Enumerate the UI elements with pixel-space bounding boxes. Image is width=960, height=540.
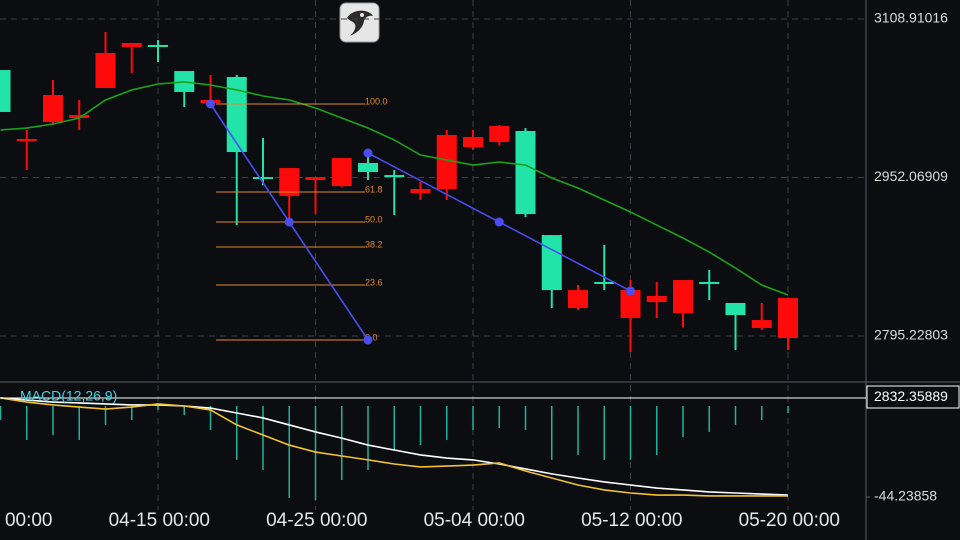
moving-average <box>0 81 789 296</box>
candle-body <box>515 130 536 215</box>
x-tick-label: 05-20 00:00 <box>739 510 840 531</box>
candle-body <box>279 168 300 196</box>
macd-histogram-bar <box>472 405 474 431</box>
macd-histogram-bar <box>787 405 789 413</box>
macd-dea-line <box>0 397 789 496</box>
macd-histogram-bar <box>341 405 343 481</box>
fib-label: 100.0 <box>365 96 388 106</box>
macd-histogram-bar <box>78 405 80 440</box>
macd-label: MACD(12,26,9) <box>20 388 117 404</box>
candle-body <box>43 95 63 122</box>
candle-body <box>463 137 483 148</box>
macd-histogram-bar <box>734 405 737 425</box>
fib-label: 50.0 <box>365 214 383 224</box>
macd-histogram-bar <box>551 405 553 460</box>
grid <box>0 0 866 510</box>
macd-histogram-bar <box>314 405 317 501</box>
candle-body <box>594 281 615 284</box>
macd-panel <box>0 397 789 501</box>
macd-histogram-bar <box>236 405 238 460</box>
candle-body <box>541 235 562 291</box>
candle-body <box>436 135 457 189</box>
candle-body <box>751 320 772 329</box>
candle-body <box>305 177 326 180</box>
macd-histogram-bar <box>209 405 212 431</box>
macd-histogram-bar <box>262 405 264 470</box>
macd-histogram-bar <box>26 405 28 440</box>
candle-body <box>69 115 90 119</box>
x-tick-label: 04-15 00:00 <box>109 510 210 531</box>
candle-body <box>489 126 510 142</box>
candle-body <box>0 70 11 112</box>
fib-label: 61.8 <box>365 184 383 194</box>
x-tick-label: 05-12 00:00 <box>581 510 682 531</box>
candle-body <box>646 296 667 303</box>
x-tick-label: 04-25 00:00 <box>266 510 367 531</box>
trend-point <box>363 335 373 345</box>
macd-histogram-bar <box>52 405 54 436</box>
macd-histogram-bar <box>419 405 422 446</box>
axes: 2795.22803 2952.06909 3108.91016 -44.23858 0… <box>5 10 948 531</box>
logo-eye <box>360 13 364 17</box>
trend-point <box>626 286 635 296</box>
y-tick-label: 2795.22803 <box>874 327 948 343</box>
macd-histogram-bar <box>498 405 500 429</box>
last-price-box <box>866 385 960 409</box>
app-logo <box>339 2 380 43</box>
macd-histogram-bar <box>682 405 684 438</box>
macd-histogram-bar <box>603 405 605 460</box>
candle-body <box>95 52 116 89</box>
macd-histogram-bar <box>104 405 107 425</box>
candle-body <box>620 290 641 319</box>
candle-body <box>699 281 720 284</box>
macd-histogram-bar <box>708 405 710 432</box>
macd-histogram-bar <box>183 405 185 416</box>
candle-body <box>410 188 431 194</box>
macd-histogram-bar <box>393 405 395 451</box>
macd-histogram-bar <box>761 405 763 420</box>
y-tick-label: 3108.91016 <box>874 10 948 26</box>
macd-histogram-bar <box>629 405 632 460</box>
candle-body <box>673 280 693 314</box>
macd-dif-line <box>0 397 788 497</box>
fib-label: 38.2 <box>365 239 383 249</box>
macd-histogram-bar <box>0 405 2 420</box>
macd-histogram-bar <box>367 405 369 470</box>
trend-point <box>494 217 504 227</box>
macd-histogram-bar <box>446 405 448 440</box>
candle-body <box>725 302 746 316</box>
fib-label: 23.6 <box>365 277 383 287</box>
y-tick-label: -44.23858 <box>874 488 937 504</box>
candle-body <box>358 163 378 173</box>
logo-mark <box>347 10 373 36</box>
candle-body <box>16 138 37 141</box>
x-tick-label: 05-04 00:00 <box>424 510 525 531</box>
candle-body <box>226 77 247 153</box>
y-tick-label: 2952.06909 <box>874 168 948 184</box>
candle-body <box>568 290 588 309</box>
candle-body <box>384 175 405 178</box>
macd-histogram-bar <box>288 405 290 498</box>
macd-histogram-bar <box>656 405 658 455</box>
plot: 100.061.850.038.223.60.0 <box>0 32 798 352</box>
macd-histogram-bar <box>131 405 133 420</box>
trend-point <box>363 148 373 158</box>
candle-body <box>253 177 273 180</box>
candle-body <box>121 42 142 48</box>
trend-point <box>206 99 215 109</box>
macd-histogram-bar <box>577 405 579 455</box>
macd-histogram-bar <box>524 405 527 431</box>
trend-point <box>284 217 294 227</box>
x-tick-label: 00:00 <box>5 510 53 531</box>
candle-body <box>148 44 168 48</box>
macd-histogram-bar <box>157 405 159 410</box>
candle-body <box>778 298 798 339</box>
candle-body <box>331 158 352 187</box>
last-price-label: 2832.35889 <box>874 388 948 404</box>
